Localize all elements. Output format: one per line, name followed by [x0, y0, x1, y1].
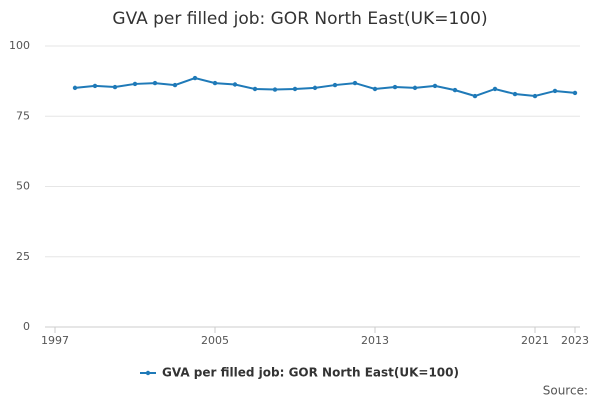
point [72, 85, 78, 91]
y-tick-label: 100 [9, 39, 30, 52]
y-tick-label: 75 [16, 109, 30, 122]
legend-label: GVA per filled job: GOR North East(UK=10… [162, 366, 459, 380]
point [152, 80, 158, 86]
point [212, 80, 218, 86]
point [492, 86, 498, 92]
y-tick-label: 0 [23, 320, 30, 333]
point [432, 83, 438, 89]
point [472, 93, 478, 99]
point [392, 84, 398, 90]
point [172, 82, 178, 88]
point [552, 88, 558, 94]
point [252, 86, 258, 92]
x-tick-label: 2005 [201, 334, 229, 347]
point [272, 87, 278, 92]
line [74, 76, 576, 98]
point [232, 82, 238, 87]
point [132, 81, 138, 87]
source: Source: [543, 384, 588, 398]
point [112, 84, 118, 90]
y-tick-label: 50 [16, 180, 30, 193]
point [372, 86, 378, 92]
point [512, 91, 518, 97]
point [572, 90, 578, 96]
x-tick-label: 2023 [561, 334, 589, 347]
point [352, 80, 358, 86]
point [192, 75, 198, 81]
point [92, 83, 98, 89]
point [412, 85, 418, 91]
legend-marker [145, 370, 151, 376]
point [312, 85, 318, 91]
point [452, 87, 458, 93]
x-tick-label: 2013 [361, 334, 389, 347]
y-tick-label: 25 [16, 250, 30, 263]
point [532, 93, 538, 99]
point [292, 86, 298, 92]
chart-title: GVA per filled job: GOR North East(UK=10… [112, 9, 487, 29]
point [332, 82, 338, 88]
x-tick-label: 2021 [521, 334, 549, 347]
x-tick-label: 1997 [41, 334, 69, 347]
